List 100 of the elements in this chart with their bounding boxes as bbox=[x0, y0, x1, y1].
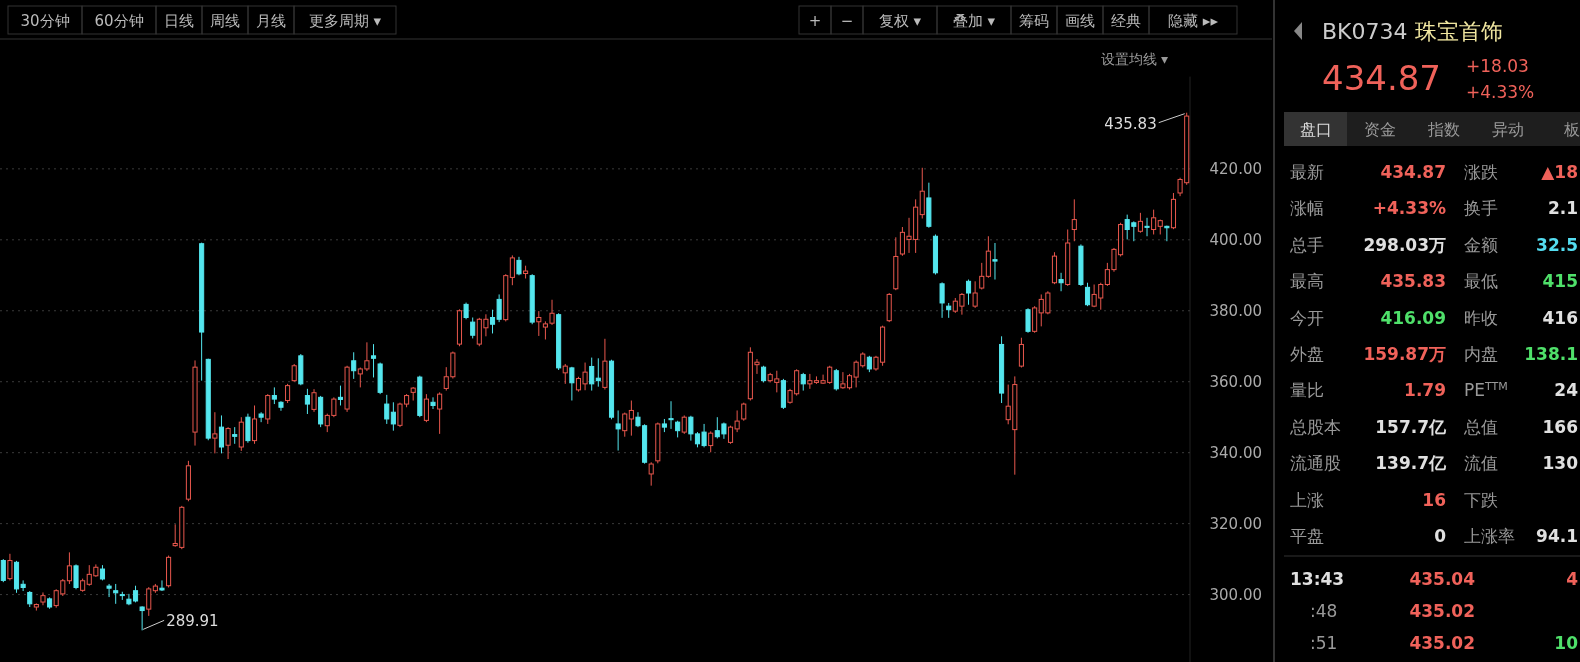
candlestick bbox=[1151, 209, 1157, 235]
candlestick bbox=[218, 414, 225, 454]
text: :51 bbox=[1310, 633, 1338, 653]
text: 隐藏 ▸▸ bbox=[1168, 12, 1219, 30]
annotation: 435.83 bbox=[1104, 114, 1157, 133]
candlestick bbox=[509, 254, 515, 286]
text: 下跌 bbox=[1464, 489, 1498, 510]
text: 139.7亿 bbox=[1375, 453, 1447, 474]
candlestick bbox=[622, 412, 628, 438]
text: − bbox=[840, 12, 854, 30]
candlestick bbox=[833, 368, 839, 392]
text: 416.09 bbox=[1380, 307, 1446, 328]
candlestick bbox=[470, 317, 476, 339]
candlestick bbox=[159, 579, 165, 592]
text: +18.03 bbox=[1466, 56, 1529, 76]
text: 最新 bbox=[1290, 162, 1324, 182]
candlestick bbox=[113, 583, 119, 605]
candlestick bbox=[569, 366, 575, 402]
text: 昨收 bbox=[1464, 307, 1498, 328]
text: 换手 bbox=[1464, 198, 1498, 219]
candlestick bbox=[992, 242, 998, 281]
text: 434.87 bbox=[1322, 58, 1441, 98]
text: 画线 bbox=[1065, 12, 1095, 30]
y-tick-label: 360.00 bbox=[1209, 372, 1262, 391]
text: 434.87 bbox=[1380, 162, 1446, 182]
candlestick bbox=[1025, 307, 1031, 334]
text: 16 bbox=[1422, 489, 1446, 510]
text: 复权 ▾ bbox=[878, 12, 922, 30]
candlestick bbox=[1058, 272, 1064, 292]
text: 0 bbox=[1434, 526, 1447, 546]
text: 总手 bbox=[1289, 234, 1324, 255]
text: + bbox=[808, 12, 822, 30]
text: 1.79 bbox=[1404, 380, 1446, 401]
text: 435.02 bbox=[1409, 633, 1475, 653]
text: 总值 bbox=[1463, 416, 1498, 437]
text: ▲18 bbox=[1541, 162, 1578, 182]
text: 涨跌 bbox=[1464, 162, 1498, 182]
candlestick bbox=[304, 388, 310, 415]
candlestick bbox=[245, 413, 251, 444]
candlestick bbox=[919, 167, 925, 220]
text: 435.02 bbox=[1409, 601, 1475, 621]
text: 157.7亿 bbox=[1375, 416, 1447, 437]
chart-subtitle: 设置均线 ▾ bbox=[1100, 51, 1168, 67]
text: 435.83 bbox=[1380, 271, 1446, 292]
text: 159.87万 bbox=[1363, 344, 1446, 364]
text: 94.1 bbox=[1536, 526, 1578, 546]
text: 流值 bbox=[1464, 453, 1498, 474]
text: BK0734 珠宝首饰 bbox=[1322, 19, 1503, 44]
candlestick bbox=[265, 393, 271, 425]
text: 指数 bbox=[1427, 120, 1460, 139]
candlestick bbox=[212, 411, 218, 454]
candlestick bbox=[311, 388, 317, 413]
text: 2.1 bbox=[1547, 198, 1578, 219]
text: 298.03万 bbox=[1363, 234, 1446, 255]
candlestick bbox=[615, 409, 621, 452]
candlestick bbox=[1071, 198, 1077, 242]
text: 日线 bbox=[164, 12, 194, 30]
text: 总股本 bbox=[1289, 416, 1341, 437]
text: PE$^{TTM}$ bbox=[1464, 379, 1508, 401]
text: 130 bbox=[1542, 453, 1579, 474]
text: 月线 bbox=[256, 12, 286, 30]
text: 上涨率 bbox=[1464, 526, 1515, 546]
candlestick bbox=[390, 401, 396, 432]
candlestick bbox=[423, 393, 429, 423]
y-tick-label: 420.00 bbox=[1209, 159, 1262, 178]
text: 经典 bbox=[1111, 12, 1141, 30]
candlestick bbox=[146, 586, 152, 617]
candlestick bbox=[73, 563, 79, 590]
candlestick bbox=[337, 385, 344, 406]
text: 166 bbox=[1542, 416, 1578, 437]
candlestick bbox=[979, 262, 985, 290]
text: 涨幅 bbox=[1290, 198, 1324, 219]
candlestick bbox=[536, 310, 542, 337]
text: 上涨 bbox=[1290, 489, 1324, 510]
text: 盘口 bbox=[1300, 120, 1332, 139]
text: 筹码 bbox=[1019, 12, 1049, 30]
candlestick bbox=[0, 558, 6, 583]
y-tick-label: 320.00 bbox=[1209, 514, 1262, 533]
text: 平盘 bbox=[1290, 526, 1324, 546]
candlestick bbox=[648, 461, 654, 487]
text: 周线 bbox=[210, 12, 240, 30]
text: :48 bbox=[1310, 601, 1338, 621]
text: 板 bbox=[1563, 120, 1580, 139]
candlestick bbox=[562, 363, 568, 385]
y-tick-label: 400.00 bbox=[1209, 230, 1262, 249]
text: 30分钟 bbox=[20, 12, 70, 30]
candlestick bbox=[681, 414, 687, 435]
candlestick bbox=[139, 605, 145, 631]
text: 资金 bbox=[1364, 120, 1396, 139]
y-tick-label: 380.00 bbox=[1209, 301, 1262, 320]
text: 32.5 bbox=[1536, 234, 1578, 255]
text: 更多周期 ▾ bbox=[308, 12, 382, 30]
candlestick bbox=[351, 351, 357, 380]
annotation: 289.91 bbox=[166, 612, 219, 631]
candlestick bbox=[1144, 217, 1150, 237]
text: 415 bbox=[1542, 271, 1578, 292]
text: 24 bbox=[1554, 380, 1579, 401]
text: 最低 bbox=[1464, 271, 1498, 292]
candlestick bbox=[370, 343, 377, 378]
text: 13:43 bbox=[1290, 569, 1345, 589]
